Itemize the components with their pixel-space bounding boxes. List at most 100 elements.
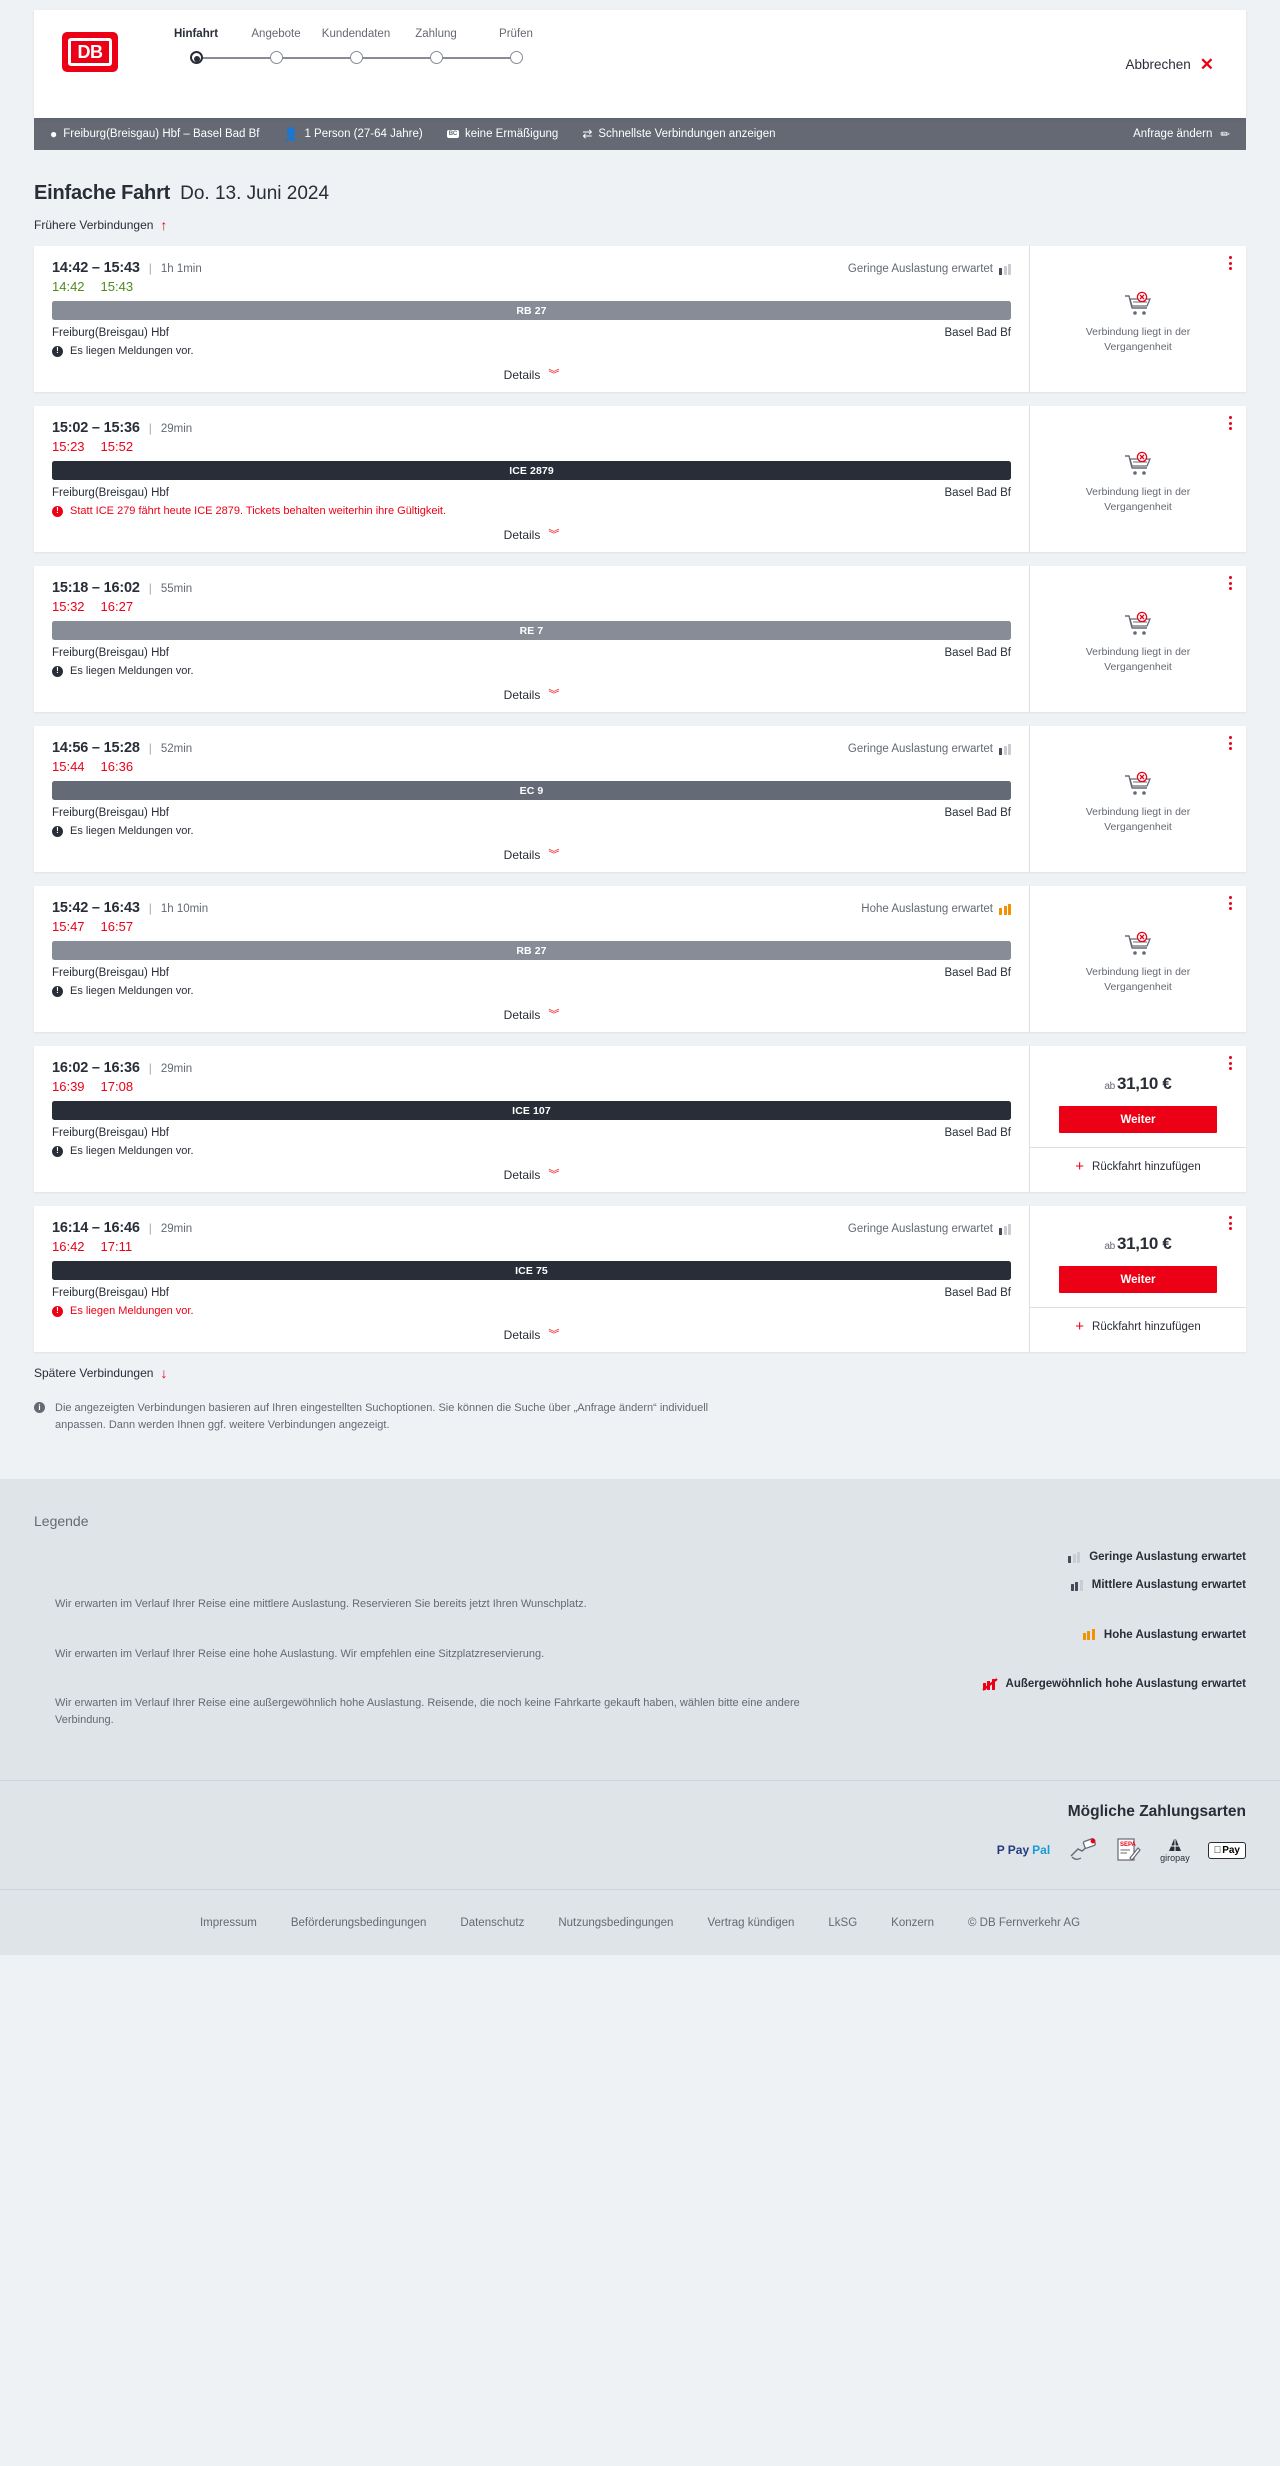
train-badge[interactable]: RB 27: [52, 301, 1011, 320]
plus-icon[interactable]: +: [1075, 1158, 1085, 1175]
query-passengers[interactable]: 👤 1 Person (27-64 Jahre): [283, 127, 422, 141]
add-return-label: Rückfahrt hinzufügen: [1092, 1320, 1201, 1333]
footer-link[interactable]: LkSG: [828, 1916, 858, 1929]
connection-message[interactable]: ! Es liegen Meldungen vor.: [52, 1305, 1011, 1317]
more-options-icon[interactable]: [1229, 736, 1232, 750]
connection-header: 15:18 – 16:02 | 55min: [52, 580, 1011, 596]
add-return-button[interactable]: + Rückfahrt hinzufügen: [1030, 1307, 1246, 1345]
details-toggle[interactable]: Details ︾: [52, 1328, 1011, 1342]
edit-query-button[interactable]: Anfrage ändern ✏: [1133, 127, 1230, 141]
legend-item-head: Mittlere Auslastung erwartet: [34, 1579, 1246, 1591]
stepper-dot-1[interactable]: [269, 51, 283, 64]
connection-card[interactable]: 14:56 – 15:28 | 52min Geringe Auslastung er…: [34, 726, 1246, 872]
footer-link[interactable]: Konzern: [891, 1916, 935, 1929]
details-toggle[interactable]: Details ︾: [52, 1168, 1011, 1182]
details-toggle[interactable]: Details ︾: [52, 848, 1011, 862]
more-options-icon[interactable]: [1229, 1216, 1232, 1230]
actual-times: 15:44 16:36: [52, 759, 1011, 774]
connection-message[interactable]: ! Es liegen Meldungen vor.: [52, 665, 1011, 677]
train-badge[interactable]: ICE 75: [52, 1261, 1011, 1280]
add-return-button[interactable]: + Rückfahrt hinzufügen: [1030, 1147, 1246, 1185]
train-badge[interactable]: RE 7: [52, 621, 1011, 640]
page-title-strong: Einfache Fahrt: [34, 182, 171, 204]
cart-removed-icon: [1125, 771, 1151, 795]
stepper-dot-2[interactable]: [349, 51, 363, 64]
connection-header: 14:42 – 15:43 | 1h 1min Geringe Auslastung …: [52, 260, 1011, 276]
query-passengers-label: 1 Person (27-64 Jahre): [304, 128, 423, 140]
arrow-down-icon[interactable]: ↓: [160, 1365, 168, 1381]
footer-link[interactable]: Beförderungsbedingungen: [290, 1916, 427, 1929]
connection-message[interactable]: ! Statt ICE 279 fährt heute ICE 2879. Tic…: [52, 505, 1011, 517]
chevron-down-icon[interactable]: ︾: [548, 1328, 560, 1341]
connection-card[interactable]: 15:18 – 16:02 | 55min 15:32 16:27 RE 7 Freibur…: [34, 566, 1246, 712]
chevron-down-icon[interactable]: ︾: [548, 1168, 560, 1181]
details-toggle[interactable]: Details ︾: [52, 1008, 1011, 1022]
actual-arrival: 16:36: [100, 759, 134, 774]
apple-logo-glyph: : [1214, 1845, 1222, 1856]
connection-card[interactable]: 15:42 – 16:43 | 1h 10min Hohe Auslastung er…: [34, 886, 1246, 1032]
train-badge[interactable]: ICE 2879: [52, 461, 1011, 480]
query-discount[interactable]: BC keine Ermäßigung: [446, 128, 558, 140]
plus-icon[interactable]: +: [1075, 1318, 1085, 1335]
continue-button[interactable]: Weiter: [1059, 1266, 1217, 1293]
connection-card[interactable]: 14:42 – 15:43 | 1h 1min Geringe Auslastung …: [34, 246, 1246, 392]
giropay-wordmark: giropay: [1160, 1853, 1190, 1863]
connection-card[interactable]: 16:02 – 16:36 | 29min 16:39 17:08 ICE 107 Frei…: [34, 1046, 1246, 1192]
stepper-label-2[interactable]: Kundendaten: [321, 28, 391, 40]
more-options-icon[interactable]: [1229, 576, 1232, 590]
train-badge[interactable]: RB 27: [52, 941, 1011, 960]
more-options-icon[interactable]: [1229, 256, 1232, 270]
stepper-label-3[interactable]: Zahlung: [415, 28, 457, 40]
cancel-button[interactable]: Abbrechen ✕: [1125, 56, 1214, 73]
connection-details: 14:56 – 15:28 | 52min Geringe Auslastung er…: [34, 726, 1030, 872]
more-options-icon[interactable]: [1229, 416, 1232, 430]
chevron-down-icon[interactable]: ︾: [548, 528, 560, 541]
footer-link[interactable]: Impressum: [199, 1916, 257, 1929]
occupancy-bars-icon: [999, 743, 1011, 755]
stepper-dot-4[interactable]: [509, 51, 523, 64]
footer-link[interactable]: Vertrag kündigen: [707, 1916, 795, 1929]
query-sort[interactable]: ⇄ Schnellste Verbindungen anzeigen: [582, 127, 775, 141]
details-toggle[interactable]: Details ︾: [52, 368, 1011, 382]
legend-item-title: Mittlere Auslastung erwartet: [1091, 1579, 1246, 1591]
chevron-down-icon[interactable]: ︾: [548, 1008, 560, 1021]
more-options-icon[interactable]: [1229, 896, 1232, 910]
slash-overlay-icon: [981, 1677, 998, 1691]
train-badge[interactable]: ICE 107: [52, 1101, 1011, 1120]
stepper-label-1[interactable]: Angebote: [251, 28, 301, 40]
footer-link[interactable]: Datenschutz: [460, 1916, 525, 1929]
earlier-connections-button[interactable]: Frühere Verbindungen ↑: [34, 218, 1246, 232]
chevron-down-icon[interactable]: ︾: [548, 848, 560, 861]
stepper-label-0[interactable]: Hinfahrt: [173, 28, 219, 40]
connection-card[interactable]: 16:14 – 16:46 | 29min Geringe Auslastung er…: [34, 1206, 1246, 1352]
stepper-dot-3[interactable]: [429, 51, 443, 64]
connection-card[interactable]: 15:02 – 15:36 | 29min 15:23 15:52 ICE 2879 Fre…: [34, 406, 1246, 552]
arrow-up-icon[interactable]: ↑: [160, 217, 168, 233]
info-icon: i: [34, 1402, 45, 1413]
paypal-word-pay: Pay: [1007, 1843, 1030, 1857]
pencil-icon[interactable]: ✏: [1220, 129, 1230, 141]
footer-link[interactable]: Nutzungsbedingungen: [558, 1916, 674, 1929]
more-options-icon[interactable]: [1229, 1056, 1232, 1070]
connection-message[interactable]: ! Es liegen Meldungen vor.: [52, 825, 1011, 837]
stepper-label-4[interactable]: Prüfen: [499, 28, 533, 40]
continue-button[interactable]: Weiter: [1059, 1106, 1217, 1133]
details-toggle[interactable]: Details ︾: [52, 688, 1011, 702]
connection-message[interactable]: ! Es liegen Meldungen vor.: [52, 345, 1011, 357]
close-icon[interactable]: ✕: [1199, 55, 1214, 74]
sepa-icon: SEPA: [1117, 1838, 1141, 1861]
notice-icon: !: [52, 345, 63, 357]
later-connections-button[interactable]: Spätere Verbindungen ↓: [34, 1366, 1246, 1380]
chevron-down-icon[interactable]: ︾: [548, 688, 560, 701]
train-badge[interactable]: EC 9: [52, 781, 1011, 800]
legend-list: Geringe Auslastung erwartet Mittlere Ausl…: [34, 1551, 1246, 1728]
actual-times: 16:39 17:08: [52, 1079, 1011, 1094]
connection-message[interactable]: ! Es liegen Meldungen vor.: [52, 985, 1011, 997]
query-route[interactable]: ● Freiburg(Breisgau) Hbf – Basel Bad Bf: [50, 127, 259, 141]
connection-message[interactable]: ! Es liegen Meldungen vor.: [52, 1145, 1011, 1157]
stepper-dot-0[interactable]: [189, 51, 203, 64]
actual-departure: 15:47: [52, 919, 85, 934]
details-toggle[interactable]: Details ︾: [52, 528, 1011, 542]
chevron-down-icon[interactable]: ︾: [548, 368, 560, 381]
